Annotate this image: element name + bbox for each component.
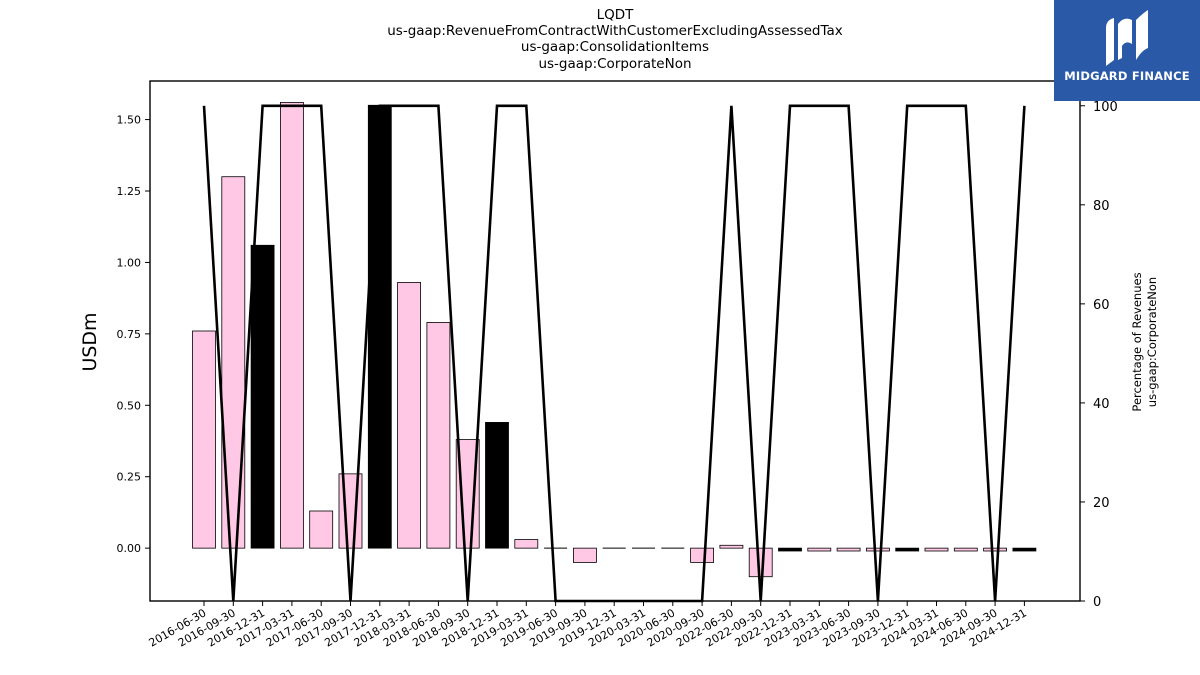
bar-2018-12-31	[485, 422, 509, 549]
y-tick-label-1: 0.25	[117, 471, 142, 484]
y-tick-label-0: 0.00	[117, 542, 142, 555]
bar-2016-06-30	[192, 330, 216, 549]
bar-2023-12-31	[895, 547, 920, 552]
bar-2016-12-31	[250, 244, 275, 549]
logo-text: MIDGARD FINANCE	[1064, 69, 1190, 83]
bar-2023-06-30	[836, 547, 861, 552]
chart-title: LQDT	[596, 7, 634, 23]
bar-2023-03-31	[807, 547, 832, 552]
bar-2022-12-31	[778, 547, 802, 552]
bar-2022-06-30	[719, 544, 744, 549]
bar-2023-09-30	[866, 547, 890, 552]
bar-2019-03-31	[514, 539, 539, 549]
bar-2018-03-31	[397, 282, 422, 549]
bar-2024-12-31	[1012, 547, 1037, 552]
chart-subtitle-member: us-gaap:CorporateNon	[538, 56, 692, 72]
midgard-finance-logo: MIDGARD FINANCE	[1054, 0, 1200, 101]
plot-frame	[149, 80, 1081, 602]
bar-2020-09-30	[690, 547, 714, 563]
bar-2017-12-31	[367, 104, 392, 549]
bar-2024-03-31	[924, 547, 949, 552]
y-tick-label-3: 0.75	[117, 328, 142, 341]
midgard-logo-icon	[1106, 10, 1148, 66]
y-tick-label-2: 0.50	[117, 399, 142, 412]
y2-tick-label-2: 40	[1093, 397, 1110, 412]
y2-tick-label-4: 80	[1093, 199, 1110, 214]
y2-tick-label-1: 20	[1093, 496, 1110, 511]
y2-tick-label-0: 0	[1093, 595, 1101, 610]
y-tick-label-6: 1.50	[117, 114, 142, 127]
bar-2024-09-30	[983, 547, 1007, 552]
bar-2017-06-30	[309, 510, 334, 549]
chart-subtitle-metric: us-gaap:RevenueFromContractWithCustomerE…	[387, 23, 843, 39]
bar-2019-09-30	[573, 547, 597, 563]
y2-tick-label-3: 60	[1093, 298, 1110, 313]
y-tick-label-4: 1.00	[117, 256, 142, 269]
bar-2017-03-31	[279, 102, 304, 549]
y-tick-label-5: 1.25	[117, 185, 142, 198]
bar-2016-09-30	[221, 176, 246, 549]
chart-subtitle-axis: us-gaap:ConsolidationItems	[520, 39, 710, 55]
y2-tick-label-5: 100	[1093, 100, 1118, 115]
bar-2024-06-30	[953, 547, 978, 552]
bar-2018-06-30	[426, 322, 451, 549]
bar-2022-09-30	[748, 547, 773, 578]
